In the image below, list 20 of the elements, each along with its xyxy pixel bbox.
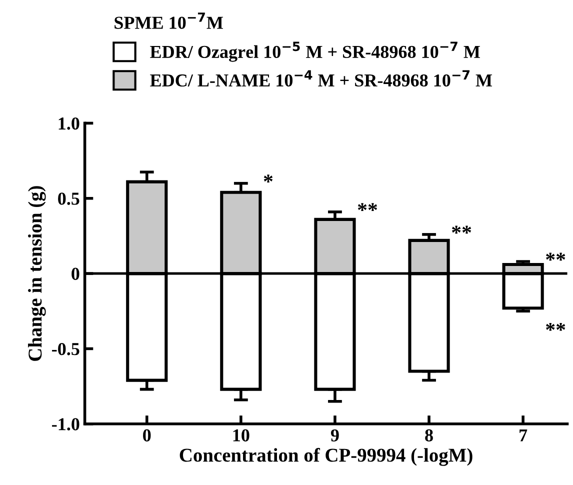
annotation: * (264, 174, 273, 182)
x-tick-label: 0 (143, 429, 151, 442)
x-axis-title: Concentration of CP-99994 (-logM) (180, 448, 472, 466)
annotation: ** (546, 322, 566, 331)
x-tick-label: 10 (233, 429, 250, 442)
legend-label: EDR/ Ozagrel 10$^{−5}$ M + SR-48968 10$^{−7}$ M (150, 42, 480, 62)
annotation: ** (546, 252, 566, 261)
x-tick-label: 7 (520, 429, 528, 442)
y-tick-label: 0 (72, 268, 80, 280)
annotation: ** (452, 226, 472, 234)
y-tick-label: -1.0 (52, 418, 80, 430)
x-tick-label: 9 (330, 429, 339, 442)
annotation: ** (358, 203, 378, 212)
legend-label: EDC/ L-NAME 10$^{−4}$ M + SR-48968 10$^{−7}$ M (150, 70, 492, 87)
y-tick-label: -0.5 (52, 342, 80, 356)
y-axis-title: Change in tension (g) (28, 186, 46, 361)
x-tick-label: 8 (425, 429, 433, 442)
y-tick-label: 1.0 (58, 117, 80, 130)
y-tick-label: 0.5 (58, 192, 80, 205)
legend-title: SPME 10$^{−7}$M (114, 12, 223, 29)
